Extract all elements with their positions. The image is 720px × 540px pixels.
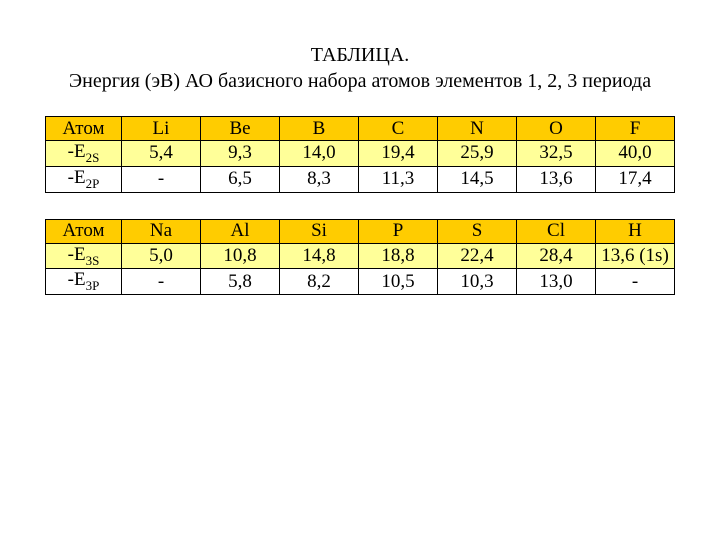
cell: - <box>122 269 201 295</box>
row-label-main: -E <box>68 244 86 265</box>
cell: 14,0 <box>280 141 359 167</box>
col-header: C <box>359 117 438 141</box>
col-header: Li <box>122 117 201 141</box>
cell: 14,5 <box>438 166 517 192</box>
col-header: F <box>596 117 675 141</box>
cell: 8,3 <box>280 166 359 192</box>
title-line-1: ТАБЛИЦА. <box>0 42 720 68</box>
row-label-header: Атом <box>46 117 122 141</box>
cell: 19,4 <box>359 141 438 167</box>
table-header-row: Атом Na Al Si P S Cl H <box>46 219 675 243</box>
col-header: H <box>596 219 675 243</box>
table-row: -E2P - 6,5 8,3 11,3 14,5 13,6 17,4 <box>46 166 675 192</box>
cell: 6,5 <box>201 166 280 192</box>
cell: 40,0 <box>596 141 675 167</box>
cell: 22,4 <box>438 243 517 269</box>
cell: 28,4 <box>517 243 596 269</box>
cell: 10,5 <box>359 269 438 295</box>
cell: 5,4 <box>122 141 201 167</box>
table-row: -E3P - 5,8 8,2 10,5 10,3 13,0 - <box>46 269 675 295</box>
cell: - <box>596 269 675 295</box>
cell: - <box>122 166 201 192</box>
col-header: S <box>438 219 517 243</box>
col-header: Si <box>280 219 359 243</box>
row-label-sub: 2S <box>86 150 100 165</box>
cell: 10,3 <box>438 269 517 295</box>
col-header: Al <box>201 219 280 243</box>
table-row: -E2S 5,4 9,3 14,0 19,4 25,9 32,5 40,0 <box>46 141 675 167</box>
cell: 13,6 <box>517 166 596 192</box>
row-label-main: -E <box>68 167 86 188</box>
col-header: O <box>517 117 596 141</box>
energy-table-1: Атом Li Be B C N O F -E2S 5,4 9,3 14,0 1… <box>45 116 675 193</box>
row-label: -E2P <box>46 166 122 192</box>
cell: 13,6 (1s) <box>596 243 675 269</box>
title-line-2: Энергия (эВ) АО базисного набора атомов … <box>0 68 720 94</box>
row-label: -E3S <box>46 243 122 269</box>
row-label-sub: 3S <box>86 252 100 267</box>
table-row: -E3S 5,0 10,8 14,8 18,8 22,4 28,4 13,6 (… <box>46 243 675 269</box>
title-block: ТАБЛИЦА. Энергия (эВ) АО базисного набор… <box>0 42 720 94</box>
row-label: -E2S <box>46 141 122 167</box>
cell: 25,9 <box>438 141 517 167</box>
row-label-sub: 3P <box>86 278 100 293</box>
energy-table-2: Атом Na Al Si P S Cl H -E3S 5,0 10,8 14,… <box>45 219 675 296</box>
col-header: Be <box>201 117 280 141</box>
row-label-header: Атом <box>46 219 122 243</box>
row-label-main: -E <box>68 141 86 162</box>
cell: 13,0 <box>517 269 596 295</box>
cell: 11,3 <box>359 166 438 192</box>
col-header: Na <box>122 219 201 243</box>
cell: 5,8 <box>201 269 280 295</box>
cell: 9,3 <box>201 141 280 167</box>
row-label-main: -E <box>68 269 86 290</box>
col-header: Cl <box>517 219 596 243</box>
cell: 14,8 <box>280 243 359 269</box>
cell: 5,0 <box>122 243 201 269</box>
cell: 8,2 <box>280 269 359 295</box>
table-header-row: Атом Li Be B C N O F <box>46 117 675 141</box>
col-header: P <box>359 219 438 243</box>
row-label-sub: 2P <box>86 176 100 191</box>
col-header: B <box>280 117 359 141</box>
cell: 17,4 <box>596 166 675 192</box>
cell: 10,8 <box>201 243 280 269</box>
cell: 18,8 <box>359 243 438 269</box>
row-label: -E3P <box>46 269 122 295</box>
col-header: N <box>438 117 517 141</box>
cell: 32,5 <box>517 141 596 167</box>
